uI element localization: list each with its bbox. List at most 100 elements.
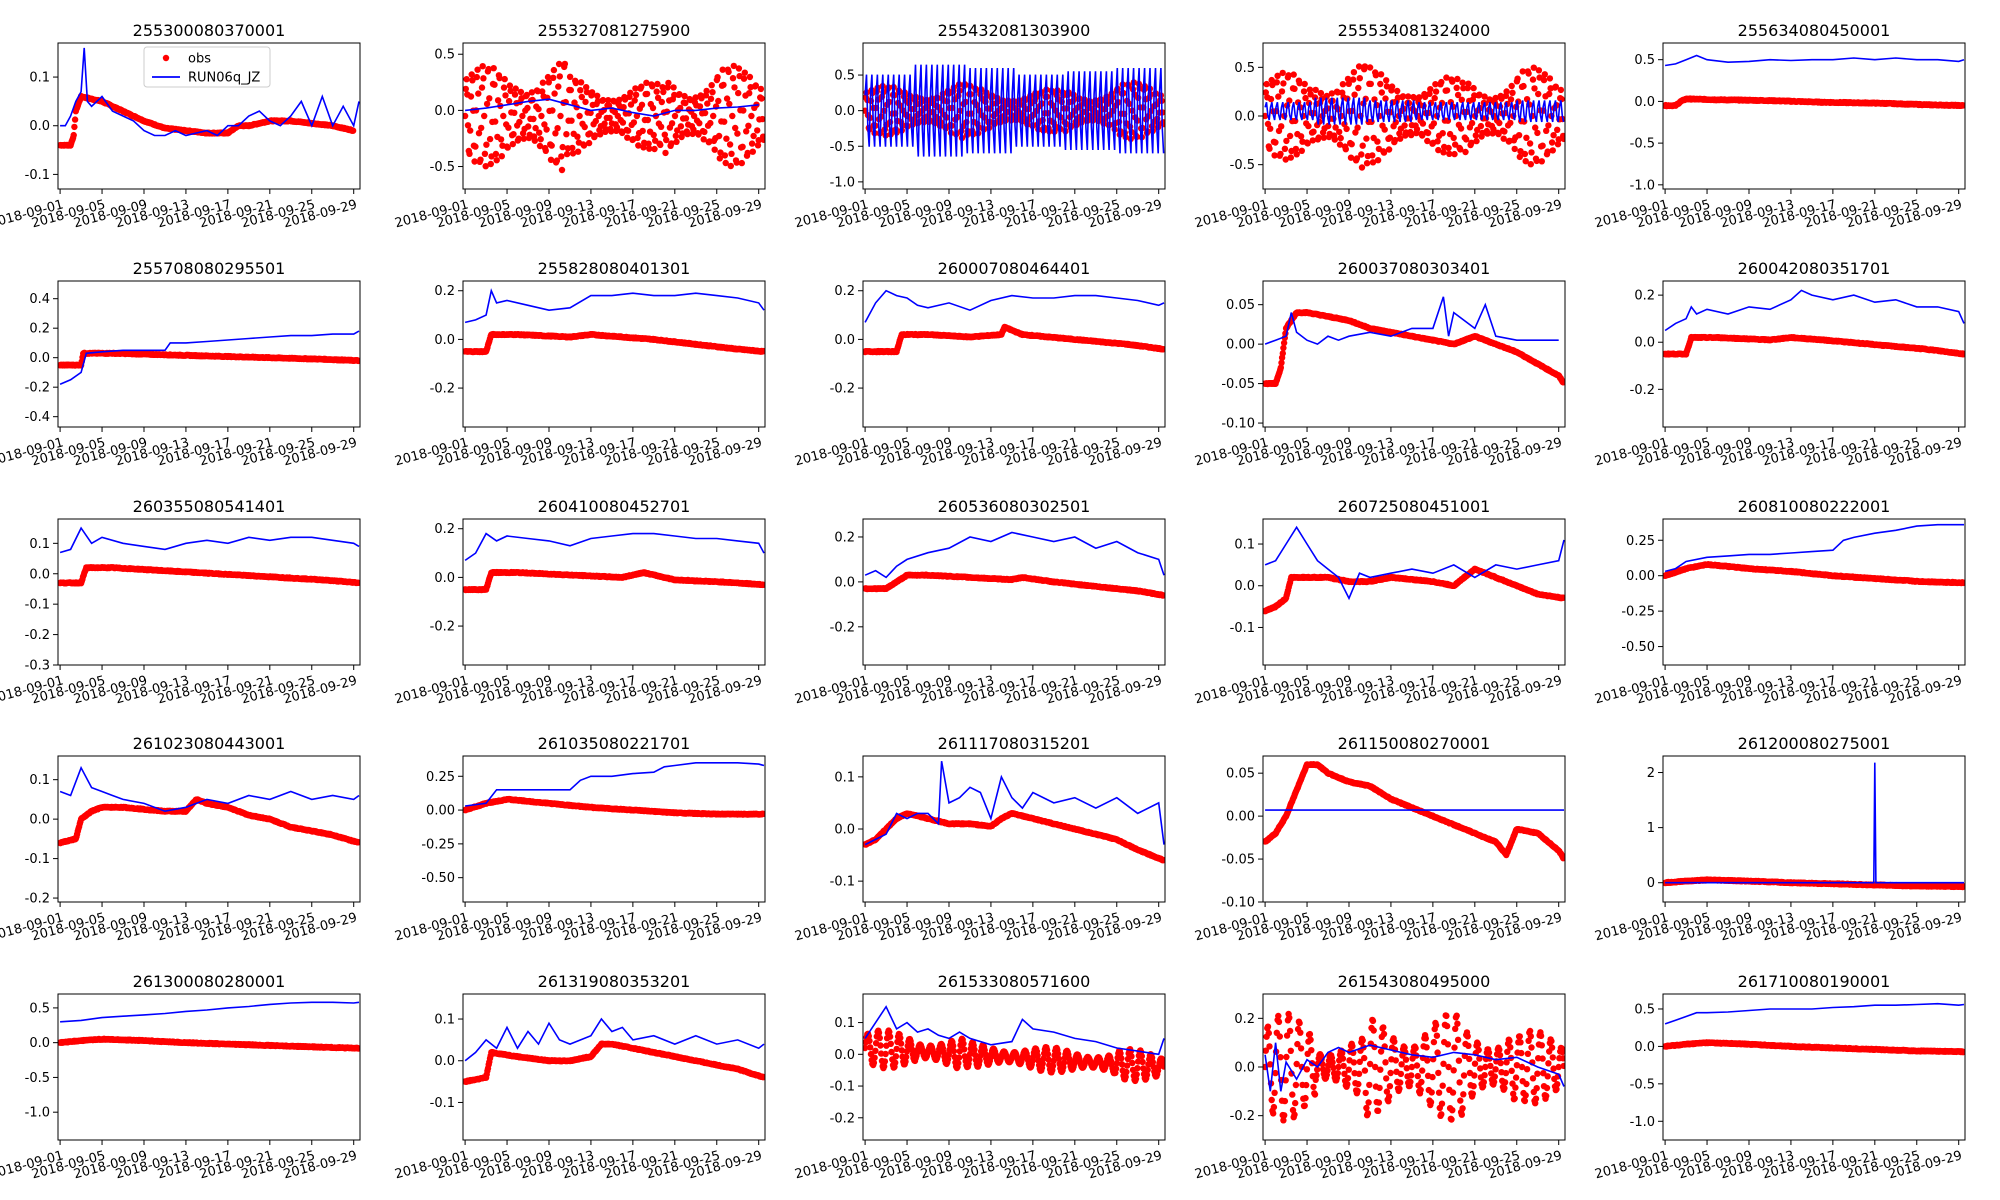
obs-point xyxy=(494,97,502,104)
obs-point xyxy=(1476,91,1483,98)
obs-point xyxy=(1449,78,1456,85)
obs-point xyxy=(1435,146,1442,154)
obs-point xyxy=(1397,135,1404,142)
obs-point xyxy=(548,142,555,149)
obs-point xyxy=(613,124,621,131)
obs-point xyxy=(1325,122,1332,130)
obs-point xyxy=(638,83,645,90)
obs-point xyxy=(1273,79,1281,86)
obs-point xyxy=(695,131,702,138)
obs-point xyxy=(1374,157,1382,164)
obs-point xyxy=(726,100,733,108)
obs-point xyxy=(726,141,734,148)
obs-point xyxy=(740,75,748,82)
obs-point xyxy=(1286,97,1293,104)
obs-point xyxy=(1367,80,1375,88)
obs-point xyxy=(1317,89,1325,97)
obs-point xyxy=(727,162,734,170)
obs-point xyxy=(591,132,599,139)
obs-point xyxy=(1424,129,1432,137)
obs-point xyxy=(539,88,546,95)
obs-point xyxy=(1468,139,1475,146)
obs-point xyxy=(1305,122,1312,130)
obs-point xyxy=(646,145,653,152)
obs-point xyxy=(1430,120,1438,127)
obs-point xyxy=(463,85,469,93)
obs-point xyxy=(1473,137,1480,145)
panel-title: 255327081275900 xyxy=(538,21,691,40)
obs-point xyxy=(746,73,754,81)
obs-point xyxy=(545,79,552,86)
obs-point xyxy=(537,136,544,143)
obs-point xyxy=(1457,146,1464,153)
obs-point xyxy=(552,130,559,137)
obs-point xyxy=(1463,136,1470,143)
obs-point xyxy=(700,136,707,143)
obs-point xyxy=(556,73,563,80)
plot-area xyxy=(463,60,765,174)
obs-point xyxy=(658,98,665,106)
model-line xyxy=(465,98,759,117)
obs-point xyxy=(1526,140,1534,147)
obs-point xyxy=(1507,96,1515,103)
obs-point xyxy=(467,93,475,100)
obs-point xyxy=(474,66,481,73)
obs-point xyxy=(754,127,761,134)
obs-point xyxy=(1525,70,1532,77)
obs-point xyxy=(1391,136,1399,144)
obs-point xyxy=(750,132,757,140)
obs-point xyxy=(568,117,575,124)
obs-point xyxy=(525,123,532,130)
obs-point xyxy=(1516,153,1524,161)
obs-point xyxy=(730,62,737,70)
obs-point xyxy=(748,140,756,147)
axes-frame xyxy=(1262,280,1566,428)
obs-point xyxy=(627,89,634,97)
obs-point xyxy=(760,136,765,143)
obs-point xyxy=(563,131,570,138)
obs-point xyxy=(1468,119,1476,127)
panel-4: 2555340813240000.50.0-0.52018-09-012018-… xyxy=(1193,21,1566,231)
obs-point xyxy=(1267,95,1275,103)
plot-area xyxy=(1663,54,1965,110)
obs-point xyxy=(466,150,473,157)
obs-point xyxy=(709,89,716,96)
obs-point xyxy=(719,66,726,73)
obs-point xyxy=(520,135,527,142)
obs-dots xyxy=(58,349,360,369)
obs-point xyxy=(624,134,631,141)
obs-point xyxy=(620,104,627,111)
obs-point xyxy=(485,65,492,73)
obs-point xyxy=(1546,90,1553,98)
obs-point xyxy=(703,87,710,95)
obs-point xyxy=(1410,94,1418,102)
obs-point xyxy=(1377,80,1384,88)
obs-point xyxy=(1521,150,1529,158)
legend-obs-label: obs xyxy=(188,52,211,67)
obs-dots xyxy=(1663,95,1965,110)
obs-point xyxy=(1514,75,1521,82)
obs-point xyxy=(674,127,681,134)
obs-point xyxy=(1377,71,1385,78)
obs-point xyxy=(577,79,585,86)
obs-point xyxy=(486,135,494,143)
y-tick-label: 0.0 xyxy=(834,104,855,119)
obs-point xyxy=(528,89,536,96)
model-line xyxy=(1664,289,1965,332)
obs-point xyxy=(1503,88,1510,95)
obs-point xyxy=(1344,75,1352,83)
obs-point xyxy=(1522,158,1529,165)
panel-title: 255708080295501 xyxy=(133,259,286,278)
obs-point xyxy=(1439,130,1446,137)
obs-point xyxy=(665,79,672,87)
panel-7: 2558280804013010.20.0-0.22018-09-012018-… xyxy=(393,259,766,469)
model-line xyxy=(60,47,360,137)
obs-point xyxy=(559,143,566,151)
obs-point xyxy=(592,117,599,125)
panel-title: 255828080401301 xyxy=(538,259,691,278)
obs-point xyxy=(1274,72,1281,80)
axes-frame xyxy=(862,280,1166,428)
obs-point xyxy=(1507,119,1514,127)
obs-point xyxy=(1440,149,1447,156)
obs-point xyxy=(1285,72,1292,79)
